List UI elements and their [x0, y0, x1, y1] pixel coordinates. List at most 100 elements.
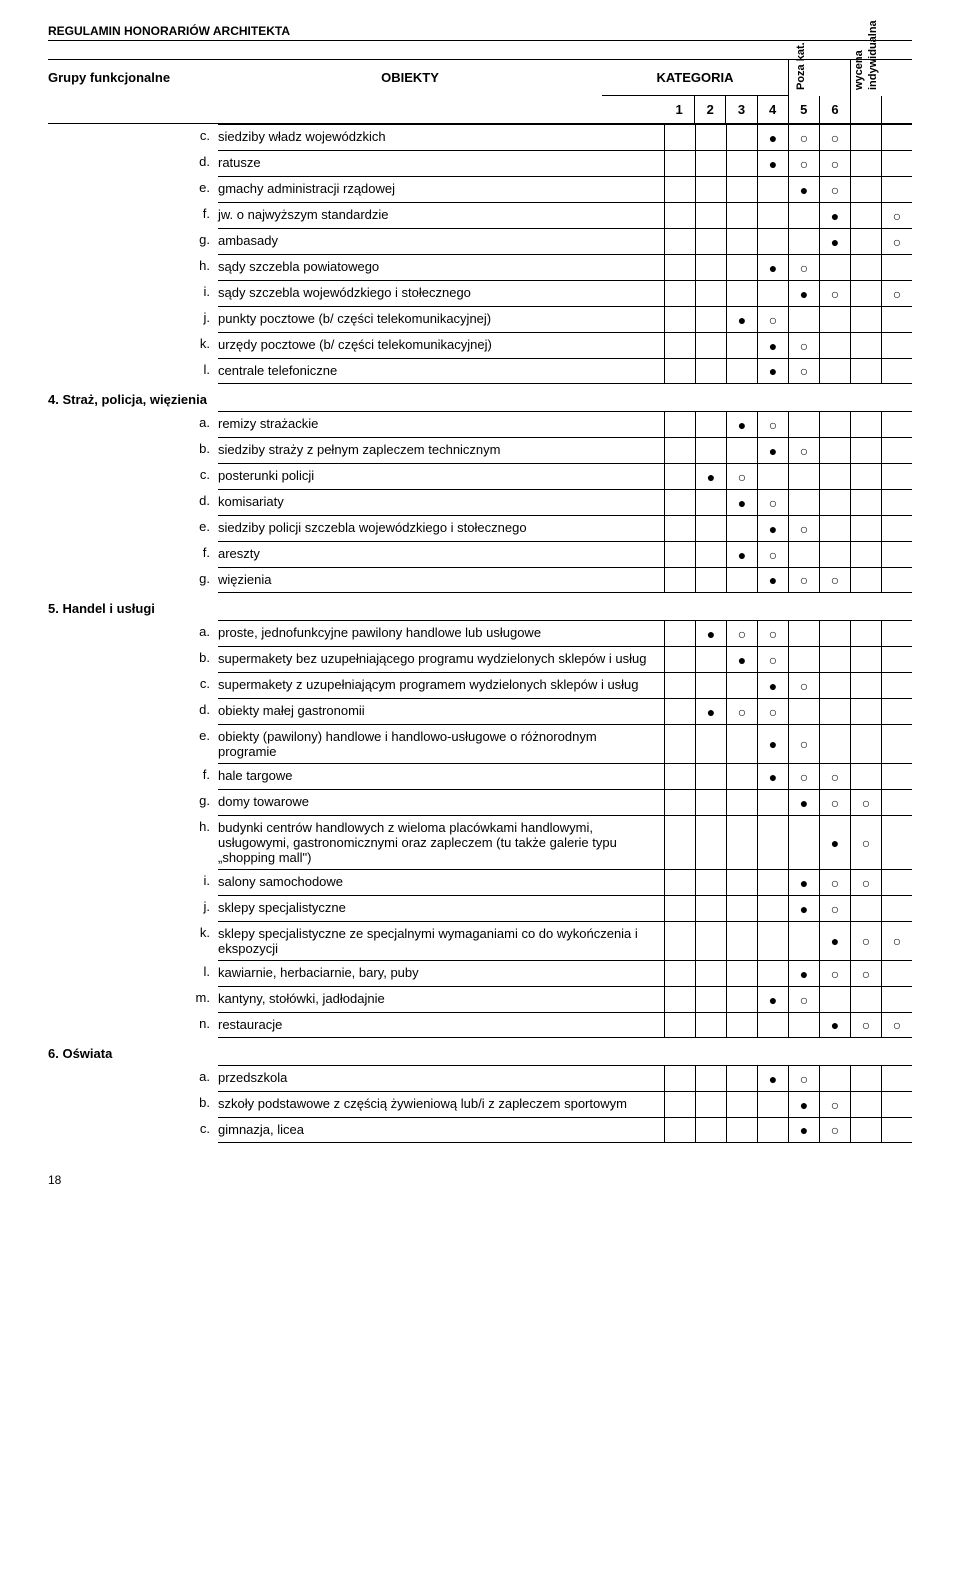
- open-dot-icon: [893, 933, 901, 949]
- mark-cell: [726, 541, 757, 567]
- open-dot-icon: [831, 966, 839, 982]
- mark-cell: [664, 698, 695, 724]
- section-title: 4. Straż, policja, więzienia: [48, 384, 912, 411]
- mark-cell: [850, 306, 881, 332]
- mark-cell: [850, 489, 881, 515]
- mark-cell: [850, 763, 881, 789]
- mark-cell: [881, 411, 912, 437]
- row-description: salony samochodowe: [218, 869, 664, 895]
- open-dot-icon: [862, 966, 870, 982]
- mark-cell: [695, 332, 726, 358]
- open-dot-icon: [769, 626, 777, 642]
- mark-cell: [819, 921, 850, 960]
- open-dot-icon: [831, 156, 839, 172]
- table-row: g.ambasady: [48, 228, 912, 254]
- mark-cell: [726, 437, 757, 463]
- row-letter: b.: [48, 1091, 218, 1117]
- filled-dot-icon: [769, 363, 777, 379]
- mark-cell: [726, 254, 757, 280]
- filled-dot-icon: [769, 156, 777, 172]
- mark-cell: [757, 921, 788, 960]
- mark-cell: [757, 960, 788, 986]
- mark-cell: [819, 1012, 850, 1038]
- mark-cell: [757, 789, 788, 815]
- mark-cell: [788, 332, 819, 358]
- row-letter: k.: [48, 332, 218, 358]
- open-dot-icon: [831, 286, 839, 302]
- filled-dot-icon: [707, 469, 715, 485]
- filled-dot-icon: [831, 1017, 839, 1033]
- mark-cell: [881, 789, 912, 815]
- row-description: kantyny, stołówki, jadłodajnie: [218, 986, 664, 1012]
- header-extra-wycena: wycena indywidualna: [850, 60, 912, 96]
- mark-cell: [850, 672, 881, 698]
- mark-cell: [850, 463, 881, 489]
- mark-cell: [695, 620, 726, 646]
- table-row: g.więzienia: [48, 567, 912, 593]
- table-row: b.supermakety bez uzupełniającego progra…: [48, 646, 912, 672]
- row-letter: c.: [48, 672, 218, 698]
- row-letter: k.: [48, 921, 218, 960]
- mark-cell: [726, 150, 757, 176]
- mark-cell: [664, 789, 695, 815]
- mark-cell: [788, 358, 819, 384]
- mark-cell: [819, 489, 850, 515]
- mark-cell: [726, 921, 757, 960]
- mark-cell: [664, 1117, 695, 1143]
- row-letter: d.: [48, 489, 218, 515]
- filled-dot-icon: [800, 966, 808, 982]
- mark-cell: [819, 960, 850, 986]
- mark-cell: [850, 280, 881, 306]
- mark-cell: [850, 176, 881, 202]
- open-dot-icon: [769, 312, 777, 328]
- mark-cell: [695, 228, 726, 254]
- rot-label-wycena1: wycena: [853, 50, 865, 90]
- table-row: g.domy towarowe: [48, 789, 912, 815]
- mark-cell: [850, 124, 881, 150]
- mark-cell: [850, 1012, 881, 1038]
- mark-cell: [695, 921, 726, 960]
- mark-cell: [664, 724, 695, 763]
- row-letter: d.: [48, 150, 218, 176]
- mark-cell: [881, 280, 912, 306]
- mark-cell: [850, 1117, 881, 1143]
- mark-cell: [788, 724, 819, 763]
- mark-cell: [881, 463, 912, 489]
- row-description: siedziby policji szczebla wojewódzkiego …: [218, 515, 664, 541]
- filled-dot-icon: [707, 626, 715, 642]
- mark-cell: [726, 620, 757, 646]
- row-description: remizy strażackie: [218, 411, 664, 437]
- mark-cell: [695, 437, 726, 463]
- mark-cell: [757, 411, 788, 437]
- open-dot-icon: [738, 469, 746, 485]
- mark-cell: [664, 306, 695, 332]
- mark-cell: [819, 541, 850, 567]
- mark-cell: [819, 789, 850, 815]
- open-dot-icon: [800, 736, 808, 752]
- row-letter: l.: [48, 358, 218, 384]
- open-dot-icon: [769, 547, 777, 563]
- mark-cell: [726, 306, 757, 332]
- open-dot-icon: [800, 769, 808, 785]
- sections-container: c.siedziby władz wojewódzkichd.ratuszee.…: [48, 124, 912, 1143]
- mark-cell: [664, 1012, 695, 1038]
- table-row: j.sklepy specjalistyczne: [48, 895, 912, 921]
- filled-dot-icon: [769, 260, 777, 276]
- row-description: kawiarnie, herbaciarnie, bary, puby: [218, 960, 664, 986]
- mark-cell: [788, 698, 819, 724]
- open-dot-icon: [893, 286, 901, 302]
- mark-cell: [819, 332, 850, 358]
- mark-cell: [664, 895, 695, 921]
- mark-cell: [757, 672, 788, 698]
- mark-cell: [788, 176, 819, 202]
- mark-cell: [819, 895, 850, 921]
- mark-cell: [757, 306, 788, 332]
- mark-cell: [788, 763, 819, 789]
- mark-cell: [726, 1117, 757, 1143]
- row-letter: a.: [48, 620, 218, 646]
- row-description: areszty: [218, 541, 664, 567]
- open-dot-icon: [769, 652, 777, 668]
- mark-cell: [664, 358, 695, 384]
- header-extra-pozakat: Poza kat.: [788, 60, 850, 96]
- mark-cell: [726, 463, 757, 489]
